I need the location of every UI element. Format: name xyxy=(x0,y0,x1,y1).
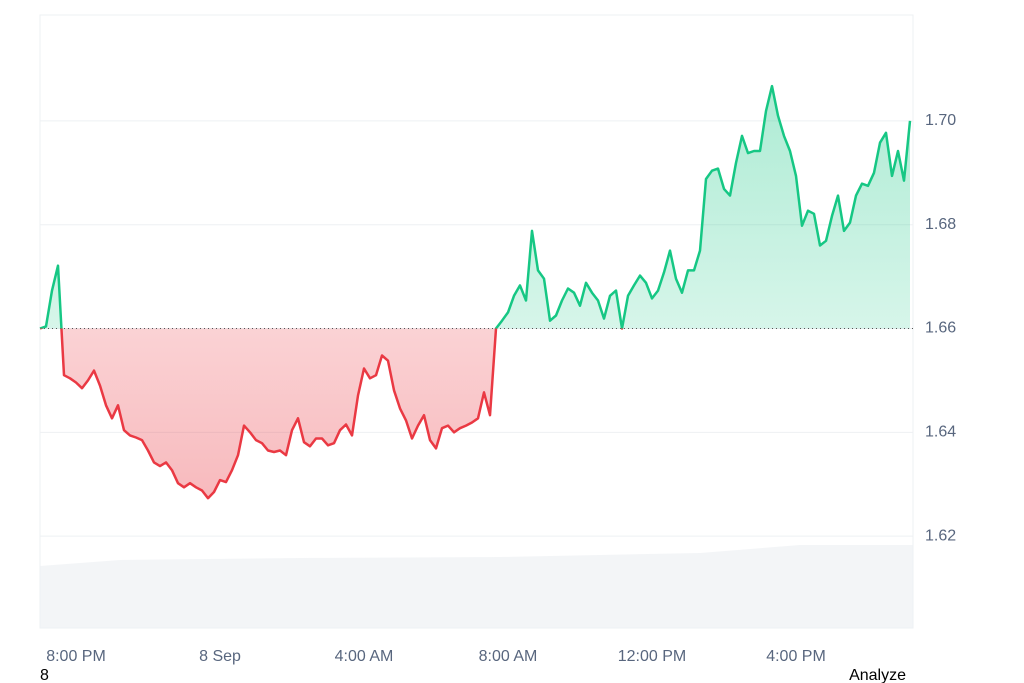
price-line-up xyxy=(39,84,912,329)
footer-right[interactable]: Analyze xyxy=(849,667,906,683)
footer-left: 8 xyxy=(40,667,49,683)
volume-background xyxy=(40,545,913,628)
x-tick-label: 12:00 PM xyxy=(618,648,686,665)
plot: 1.62 1.64 1.66 1.68 1.70 8:00 PM 8 Sep 4:00 AM 8… xyxy=(39,84,956,665)
area-up xyxy=(40,86,910,329)
x-tick-label: 8:00 PM xyxy=(46,648,106,665)
y-tick-label: 1.64 xyxy=(925,424,956,441)
x-tick-label: 4:00 PM xyxy=(766,648,826,665)
y-tick-label: 1.68 xyxy=(925,216,956,233)
price-line-down xyxy=(40,328,624,500)
y-tick-label: 1.62 xyxy=(925,527,956,544)
y-tick-label: 1.70 xyxy=(925,112,956,129)
x-tick-label: 8 Sep xyxy=(199,648,241,665)
y-tick-label: 1.66 xyxy=(925,320,956,337)
x-tick-label: 8:00 AM xyxy=(479,648,538,665)
x-tick-label: 4:00 AM xyxy=(335,648,394,665)
area-down xyxy=(61,328,496,499)
